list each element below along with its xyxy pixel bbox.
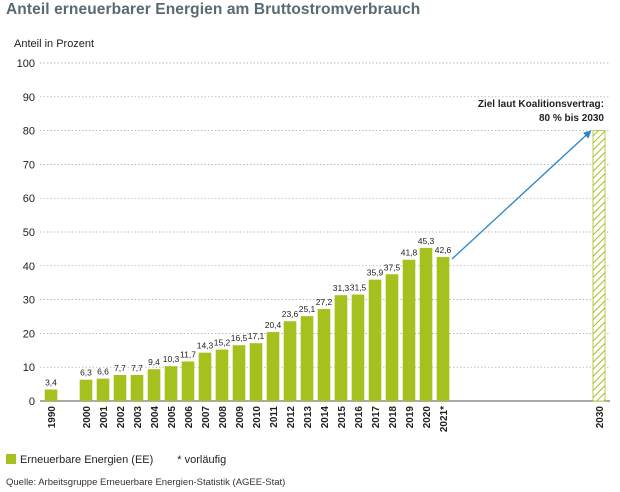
bar <box>334 295 348 401</box>
y-tick-label: 10 <box>23 362 35 374</box>
data-label: 11,7 <box>180 349 196 359</box>
target-annotation-line2: 80 % bis 2030 <box>539 113 604 124</box>
x-tick-label: 2002 <box>116 406 127 429</box>
bar <box>113 374 127 401</box>
legend-note: * vorläufig <box>177 454 227 466</box>
x-tick-label: 2015 <box>337 406 348 429</box>
target-arrow <box>451 130 592 260</box>
data-label: 20,4 <box>265 320 282 330</box>
data-label: 31,5 <box>350 283 367 293</box>
x-tick-label: 1990 <box>47 406 58 429</box>
x-tick-label: 2005 <box>167 406 178 429</box>
target-annotation-line1: Ziel laut Koalitionsvertrag: <box>478 99 604 110</box>
target-2030: 2030 Ziel laut Koalitionsvertrag: 80 % bis… <box>451 99 606 429</box>
data-label: 17,1 <box>248 331 265 341</box>
x-tick-label: 2000 <box>82 406 93 429</box>
data-label: 6,6 <box>97 367 109 377</box>
data-label: 35,9 <box>367 268 384 278</box>
x-tick-label: 2007 <box>201 406 212 429</box>
x-tick-labels: 1990 2000 2001 2002 2003 2004 2005 2006 2007 2008… <box>47 406 450 433</box>
y-tick-label: 20 <box>23 328 35 340</box>
data-label: 23,6 <box>282 309 299 319</box>
y-axis-label: Anteil in Prozent <box>14 38 94 50</box>
data-label: 27,2 <box>316 297 333 307</box>
data-label: 42,6 <box>435 245 452 255</box>
x-tick-label: 2021* <box>439 406 450 432</box>
data-label: 16,5 <box>231 333 248 343</box>
x-tick-label: 2019 <box>405 406 416 429</box>
y-tick-label: 100 <box>17 58 35 70</box>
y-tick-label: 0 <box>29 396 35 408</box>
data-label: 3,4 <box>45 378 57 388</box>
x-tick-label: 2012 <box>286 406 297 429</box>
bar <box>44 389 58 401</box>
data-label: 6,3 <box>80 368 92 378</box>
y-tick-label: 70 <box>23 159 35 171</box>
y-tick-label: 50 <box>23 227 35 239</box>
y-tick-label: 30 <box>23 295 35 307</box>
x-tick-label: 2010 <box>252 406 263 429</box>
bar <box>181 361 195 401</box>
data-label: 9,4 <box>148 357 160 367</box>
y-tick-label: 80 <box>23 126 35 138</box>
data-label: 25,1 <box>299 304 316 314</box>
bar <box>164 366 178 401</box>
x-tick-label: 2009 <box>235 406 246 429</box>
bar <box>79 379 93 401</box>
bar <box>317 309 331 401</box>
x-tick-label: 2014 <box>320 406 331 429</box>
x-tick-label: 2006 <box>184 406 195 429</box>
chart-title: Anteil erneuerbarer Energien am Bruttost… <box>6 1 421 18</box>
value-labels: 3,4 6,3 6,6 7,7 7,7 9,4 10,3 11,714,3 15,2 16,5 17… <box>45 236 451 388</box>
x-tick-label: 2001 <box>99 406 110 429</box>
y-tick-labels: 0 10 20 30 40 50 60 70 80 90 100 <box>17 58 35 408</box>
bar <box>436 257 450 401</box>
data-label: 37,5 <box>384 262 401 272</box>
y-tick-label: 90 <box>23 92 35 104</box>
bar <box>368 279 382 401</box>
bar <box>147 369 161 401</box>
data-label: 15,2 <box>214 338 231 348</box>
data-label: 10,3 <box>163 354 180 364</box>
data-label: 7,7 <box>114 363 126 373</box>
legend-swatch <box>6 454 16 464</box>
bar <box>249 343 263 401</box>
x-tick-label: 2003 <box>133 406 144 429</box>
legend-series-label: Erneuerbare Energien (EE) <box>20 454 154 466</box>
bar <box>419 247 433 401</box>
target-bar <box>592 130 606 402</box>
bar <box>232 345 246 401</box>
bar <box>215 349 229 401</box>
bar <box>283 321 297 401</box>
bar <box>385 274 399 401</box>
y-tick-label: 60 <box>23 193 35 205</box>
x-tick-label-target: 2030 <box>595 406 606 429</box>
x-tick-label: 2004 <box>150 406 161 429</box>
data-label: 41,8 <box>401 248 418 258</box>
x-tick-label: 2013 <box>303 406 314 429</box>
x-tick-label: 2016 <box>354 406 365 429</box>
bars <box>44 247 450 401</box>
x-tick-label: 2008 <box>218 406 229 429</box>
legend: Erneuerbare Energien (EE) * vorläufig <box>6 454 226 466</box>
bar <box>266 332 280 401</box>
x-tick-label: 2020 <box>422 406 433 429</box>
source-note: Quelle: Arbeitsgruppe Erneuerbare Energi… <box>6 477 286 488</box>
x-tick-label: 2018 <box>388 406 399 429</box>
bar <box>198 352 212 401</box>
data-label: 45,3 <box>418 236 435 246</box>
bar <box>96 378 110 401</box>
bar <box>300 316 314 401</box>
bar <box>130 374 144 401</box>
x-tick-label: 2011 <box>269 406 280 428</box>
data-label: 14,3 <box>197 341 214 351</box>
bar <box>402 259 416 401</box>
data-label: 31,3 <box>333 283 350 293</box>
data-label: 7,7 <box>131 363 143 373</box>
x-tick-label: 2017 <box>371 406 382 429</box>
y-tick-label: 40 <box>23 261 35 273</box>
bar <box>351 294 365 401</box>
